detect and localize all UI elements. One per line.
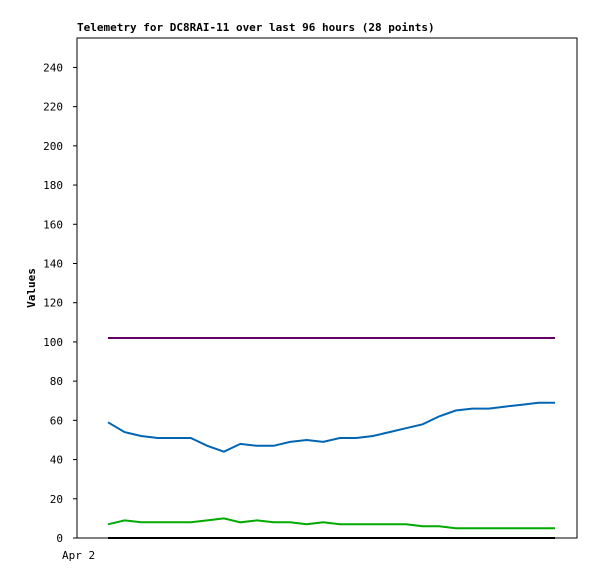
y-tick-label: 120 [43,297,63,310]
y-tick-label: 20 [50,493,63,506]
y-tick-label: 200 [43,140,63,153]
chart-title: Telemetry for DC8RAI-11 over last 96 hou… [77,21,435,34]
y-tick-label: 40 [50,454,63,467]
y-axis-label: Values [25,268,38,308]
x-tick-label: Apr 2 [62,549,95,562]
series-line [107,517,555,530]
y-tick-label: 60 [50,414,63,427]
y-tick-label: 0 [56,532,63,545]
y-tick-label: 160 [43,218,63,231]
y-tick-label: 220 [43,101,63,114]
plot-frame [76,37,578,539]
y-tick-label: 80 [50,375,63,388]
y-tick-label: 140 [43,257,63,270]
y-tick-label: 240 [43,61,63,74]
y-tick-label: 100 [43,336,63,349]
y-tick-label: 180 [43,179,63,192]
series-line [107,401,555,453]
